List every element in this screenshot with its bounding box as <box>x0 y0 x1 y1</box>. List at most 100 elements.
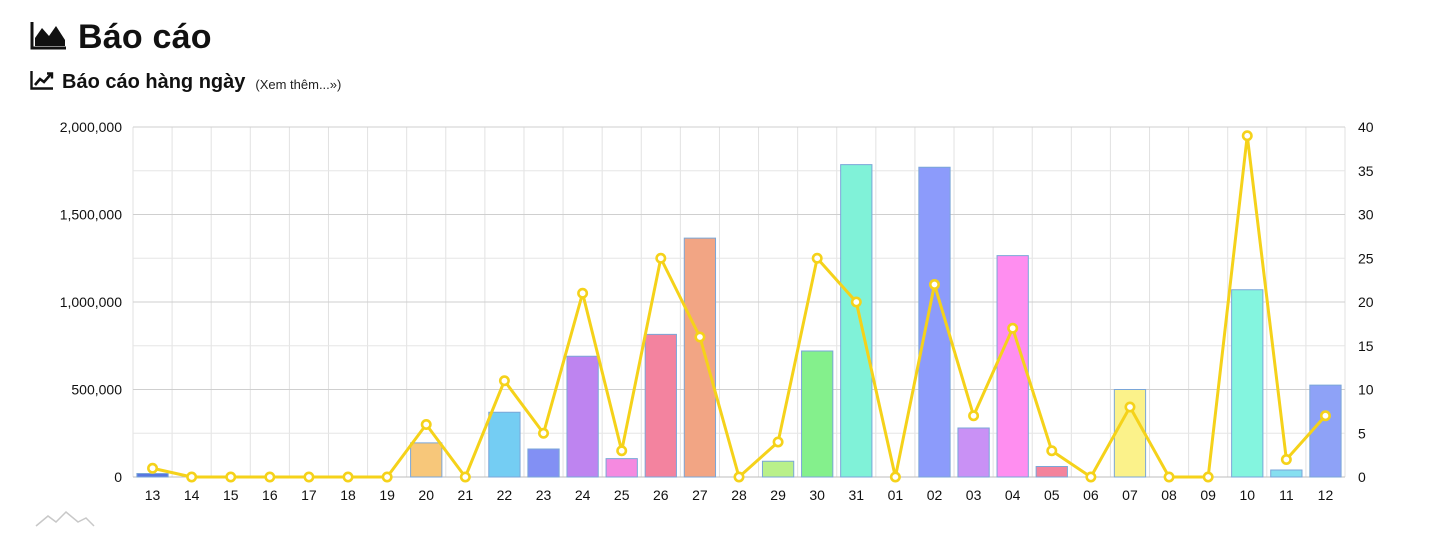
line-point <box>147 462 159 474</box>
line-point <box>1007 322 1019 334</box>
daily-report-chart: 0 5 10 15 20 25 30 35 40 0 500,000 1,000,000 1,500,0… <box>0 100 1431 520</box>
line-point <box>186 471 198 483</box>
y-right-tick-label: 20 <box>1358 294 1374 310</box>
x-tick-label: 09 <box>1200 487 1216 503</box>
y-left-tick-label: 500,000 <box>71 382 122 398</box>
line-point <box>381 471 393 483</box>
line-point <box>616 445 628 457</box>
y-right-tick-label: 40 <box>1358 119 1374 135</box>
y-right-tick-label: 25 <box>1358 250 1374 266</box>
area-chart-icon <box>30 20 68 55</box>
y-right-tick-label: 5 <box>1358 425 1366 441</box>
x-tick-label: 28 <box>731 487 747 503</box>
x-tick-label: 05 <box>1044 487 1060 503</box>
see-more-link[interactable]: (Xem thêm...») <box>255 77 342 92</box>
y-right-tick-label: 15 <box>1358 338 1374 354</box>
line-point <box>1280 453 1292 465</box>
bar <box>1270 469 1303 478</box>
chart-svg: 05101520253035400500,0001,000,0001,500,0… <box>60 119 1374 503</box>
line-point <box>225 471 237 483</box>
line-point <box>1163 471 1175 483</box>
bar <box>1309 384 1342 478</box>
y-left-tick-label: 2,000,000 <box>60 119 122 135</box>
x-tick-label: 07 <box>1122 487 1138 503</box>
page-header: Báo cáo <box>30 18 212 57</box>
line-point <box>655 252 667 264</box>
line-point <box>459 471 471 483</box>
y-right-tick-label: 10 <box>1358 382 1374 398</box>
line-point <box>889 471 901 483</box>
section-header: Báo cáo hàng ngày (Xem thêm...») <box>30 70 341 95</box>
page-title: Báo cáo <box>78 18 212 56</box>
x-tick-label: 14 <box>184 487 200 503</box>
x-tick-label: 31 <box>849 487 865 503</box>
line-point <box>772 436 784 448</box>
bar <box>644 333 677 478</box>
watermark-logo-icon <box>34 508 96 533</box>
x-tick-label: 16 <box>262 487 278 503</box>
x-tick-label: 17 <box>301 487 317 503</box>
x-tick-label: 11 <box>1279 487 1294 503</box>
line-point <box>303 471 315 483</box>
bar <box>488 411 521 478</box>
line-point <box>1202 471 1214 483</box>
bar <box>957 427 990 478</box>
x-tick-label: 12 <box>1318 487 1334 503</box>
line-point <box>264 471 276 483</box>
bar <box>1231 289 1264 478</box>
x-tick-label: 01 <box>888 487 904 503</box>
line-point <box>1046 445 1058 457</box>
section-title: Báo cáo hàng ngày <box>62 71 246 93</box>
x-tick-label: 25 <box>614 487 630 503</box>
x-tick-label: 30 <box>809 487 825 503</box>
x-tick-label: 19 <box>379 487 395 503</box>
x-tick-label: 18 <box>340 487 356 503</box>
line-point <box>928 279 940 291</box>
line-point <box>850 296 862 308</box>
bar <box>527 448 560 478</box>
x-tick-label: 20 <box>418 487 434 503</box>
bar <box>566 355 599 478</box>
x-tick-label: 03 <box>966 487 982 503</box>
y-right-tick-label: 30 <box>1358 207 1374 223</box>
x-tick-label: 21 <box>458 487 474 503</box>
bar <box>840 164 873 478</box>
line-chart-icon <box>30 70 54 95</box>
x-tick-label: 10 <box>1239 487 1255 503</box>
x-tick-label: 23 <box>536 487 552 503</box>
y-right-tick-label: 0 <box>1358 469 1366 485</box>
line-point <box>1085 471 1097 483</box>
line-point <box>811 252 823 264</box>
line-point <box>538 427 550 439</box>
bar <box>683 237 717 478</box>
x-tick-label: 22 <box>497 487 513 503</box>
bar <box>761 460 795 478</box>
line-point <box>420 418 432 430</box>
bar <box>1035 466 1068 478</box>
y-left-tick-label: 1,500,000 <box>60 207 122 223</box>
bar <box>996 255 1029 478</box>
line-point <box>1241 130 1253 142</box>
line-point <box>694 331 706 343</box>
x-tick-label: 06 <box>1083 487 1099 503</box>
bar <box>410 442 443 478</box>
x-tick-label: 15 <box>223 487 239 503</box>
line-point <box>342 471 354 483</box>
bar <box>605 458 638 478</box>
x-tick-label: 29 <box>770 487 786 503</box>
x-tick-label: 02 <box>927 487 943 503</box>
line-point <box>733 471 745 483</box>
line-point <box>498 375 510 387</box>
x-tick-label: 13 <box>145 487 161 503</box>
x-tick-label: 26 <box>653 487 669 503</box>
line-point <box>968 410 980 422</box>
x-tick-label: 04 <box>1005 487 1021 503</box>
x-tick-label: 24 <box>575 487 591 503</box>
bar <box>136 473 169 478</box>
y-right-tick-label: 35 <box>1358 163 1374 179</box>
line-point <box>577 287 589 299</box>
line-point <box>1319 410 1331 422</box>
y-left-tick-label: 1,000,000 <box>60 294 122 310</box>
y-left-tick-label: 0 <box>114 469 122 485</box>
bar <box>801 350 834 478</box>
